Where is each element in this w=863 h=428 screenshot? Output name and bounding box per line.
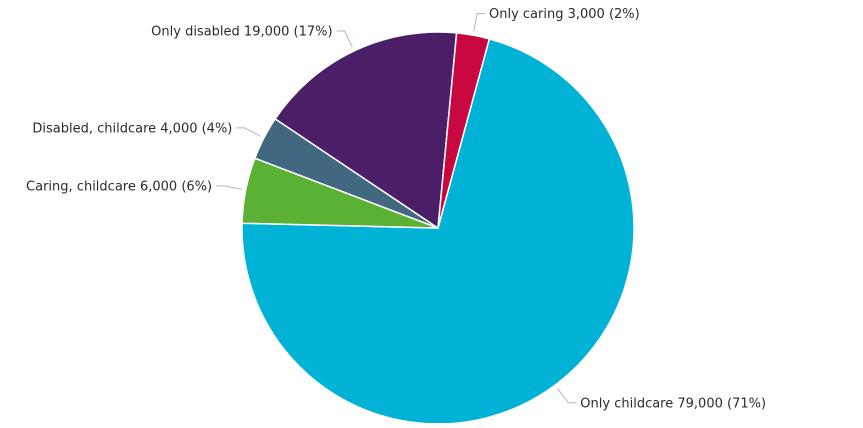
pie-slice-only-childcare bbox=[241, 37, 635, 425]
leader-line bbox=[473, 13, 485, 32]
labels-layer: Only childcare 79,000 (71%) Caring, child… bbox=[26, 7, 766, 411]
leader-line bbox=[336, 30, 353, 48]
slice-label: Only childcare 79,000 (71%) bbox=[580, 396, 766, 411]
slices-layer bbox=[241, 31, 635, 425]
pie-slice-only-disabled bbox=[274, 31, 458, 230]
leader-line bbox=[216, 185, 242, 190]
pie-slice-only-caring bbox=[437, 32, 491, 229]
slice-label: Disabled, childcare 4,000 (4%) bbox=[32, 121, 232, 136]
leader-line bbox=[236, 127, 261, 137]
slice-label: Caring, childcare 6,000 (6%) bbox=[26, 179, 212, 194]
slice-label: Only caring 3,000 (2%) bbox=[489, 7, 640, 22]
slice-label: Only disabled 19,000 (17%) bbox=[151, 25, 332, 40]
leader-lines-layer bbox=[216, 13, 577, 404]
leader-line bbox=[557, 388, 577, 404]
